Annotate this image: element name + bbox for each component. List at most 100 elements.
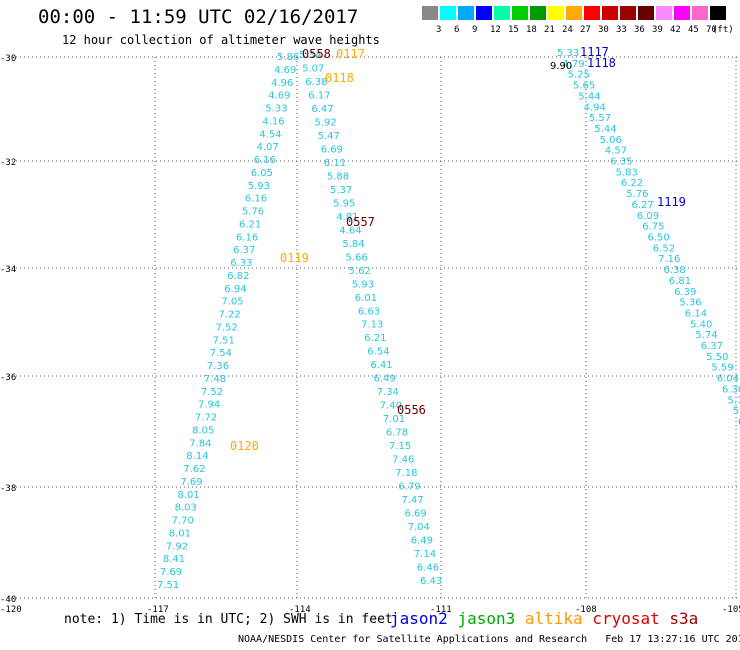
wave-height-value: 5.56 [733,406,740,417]
lon-label: -120 [0,605,22,615]
legend-label: 24 [562,25,573,35]
satellite-name: jason2 [390,609,458,628]
wave-height-value: 4.57 [605,146,627,157]
wave-height-value: 7.36 [207,361,229,372]
wave-height-value: 5.65 [573,81,595,92]
wave-height-value: 5.33 [557,48,579,59]
wave-height-value: 6.54 [367,347,389,358]
wave-height-value: 6.22 [621,178,643,189]
wave-height-value: 6.81 [669,276,691,287]
legend-swatch [476,6,492,20]
wave-height-value: 8.14 [186,451,208,462]
wave-height-value: 4.16 [262,116,284,127]
lat-label: -38 [0,484,16,494]
wave-height-value: 6.49 [374,374,396,385]
legend-swatch [692,6,708,20]
satellite-name: altika [524,609,593,628]
wave-height-value: 7.16 [658,254,680,265]
wave-height-value: 6.75 [642,222,664,233]
pass-time-label: 1118 [587,56,616,70]
wave-height-value: 7.72 [195,413,217,424]
satellite-tracks: 5.864.694.964.695.334.164.544.076.166.05… [157,48,740,591]
wave-height-value: 6.94 [224,284,246,295]
wave-height-value: 6.11 [324,158,346,169]
wave-height-value: 7.47 [401,495,423,506]
wave-height-value: 6.69 [405,509,427,520]
wave-height-value: 7.14 [414,549,436,560]
wave-height-value: 7.15 [389,441,411,452]
wave-height-value: 5.33 [265,104,287,115]
legend-label: 18 [526,25,537,35]
legend-label: 42 [670,25,681,35]
wave-height-value: 6.43 [420,576,442,587]
wave-height-value: 4.94 [584,102,606,113]
pass-time-label: 0558 [302,47,331,61]
wave-height-value: 7.54 [210,348,232,359]
satellite-legend: jason2 jason3 altika cryosat s3a [390,609,698,628]
wave-height-value: 7.40 [380,401,402,412]
wave-height-value: 7.52 [201,387,223,398]
wave-height-value: 6.79 [398,482,420,493]
wave-height-value: 5.92 [315,117,337,128]
wave-height-value: 5.83 [616,167,638,178]
credit-line: NOAA/NESDIS Center for Satellite Applica… [238,634,740,645]
wave-height-value: 8.03 [175,503,197,514]
lon-label: -111 [430,605,452,615]
legend-swatch [440,6,456,20]
wave-height-value: 4.69 [274,65,296,76]
wave-height-value: 5.86 [277,52,299,63]
wave-height-value: 5.25 [568,70,590,81]
legend-label: 27 [580,25,591,35]
wave-height-value: 7.51 [213,335,235,346]
legend-label: 21 [544,25,555,35]
wave-height-value: 6.38 [305,77,327,88]
legend-swatch [656,6,672,20]
wave-height-value: 6.09 [637,211,659,222]
lat-label: -30 [0,54,16,64]
wave-height-value: 4.96 [271,78,293,89]
wave-height-value: 5.93 [248,181,270,192]
legend-label: 3 [436,25,442,35]
legend-swatch [638,6,654,20]
pass-time-label: 1117 [580,45,609,59]
wave-height-value: 4.79 [562,59,584,70]
pass-time-label: 0119 [280,251,309,265]
legend-swatch [584,6,600,20]
legend-swatch [422,6,438,20]
wave-height-value: 5.40 [690,319,712,330]
wave-height-value: 7.84 [189,438,211,449]
wave-height-value: 7.69 [160,567,182,578]
wave-height-value: 6.16 [236,232,258,243]
wave-height-value: 6.05 [251,168,273,179]
pass-time-label: 0557 [346,215,375,229]
wave-height-value: 5.76 [242,207,264,218]
wave-height-value: 6.37 [701,341,723,352]
wave-height-value: 6.21 [364,333,386,344]
wave-height-value: 4.54 [259,129,281,140]
legend-swatch [512,6,528,20]
legend-swatch [530,6,546,20]
wave-height-value: 6.01 [355,293,377,304]
legend-label: (ft) [712,25,734,35]
wave-height-value: 7.51 [157,580,179,591]
wave-height-value: 6.38 [664,265,686,276]
wave-height-value: 7.01 [383,414,405,425]
wave-height-value: 7.94 [198,400,220,411]
wave-height-value: 6.49 [411,536,433,547]
lat-lon-grid [8,56,738,599]
wave-height-value: 6.47 [311,104,333,115]
legend-label: 9 [472,25,478,35]
wave-height-value: 8.01 [169,529,191,540]
legend-label: 15 [508,25,519,35]
wave-height-value: 4.69 [268,91,290,102]
wave-height-value: 6.21 [239,219,261,230]
wave-height-value: 5.47 [318,131,340,142]
wave-height-value: 5.07 [302,64,324,75]
wave-height-value: 5.88 [327,171,349,182]
wave-height-value: 7.92 [166,541,188,552]
wave-height-value: 8.05 [192,426,214,437]
legend-swatch [710,6,726,20]
wave-height-value: 7.22 [219,310,241,321]
wave-height-value: 6.78 [386,428,408,439]
